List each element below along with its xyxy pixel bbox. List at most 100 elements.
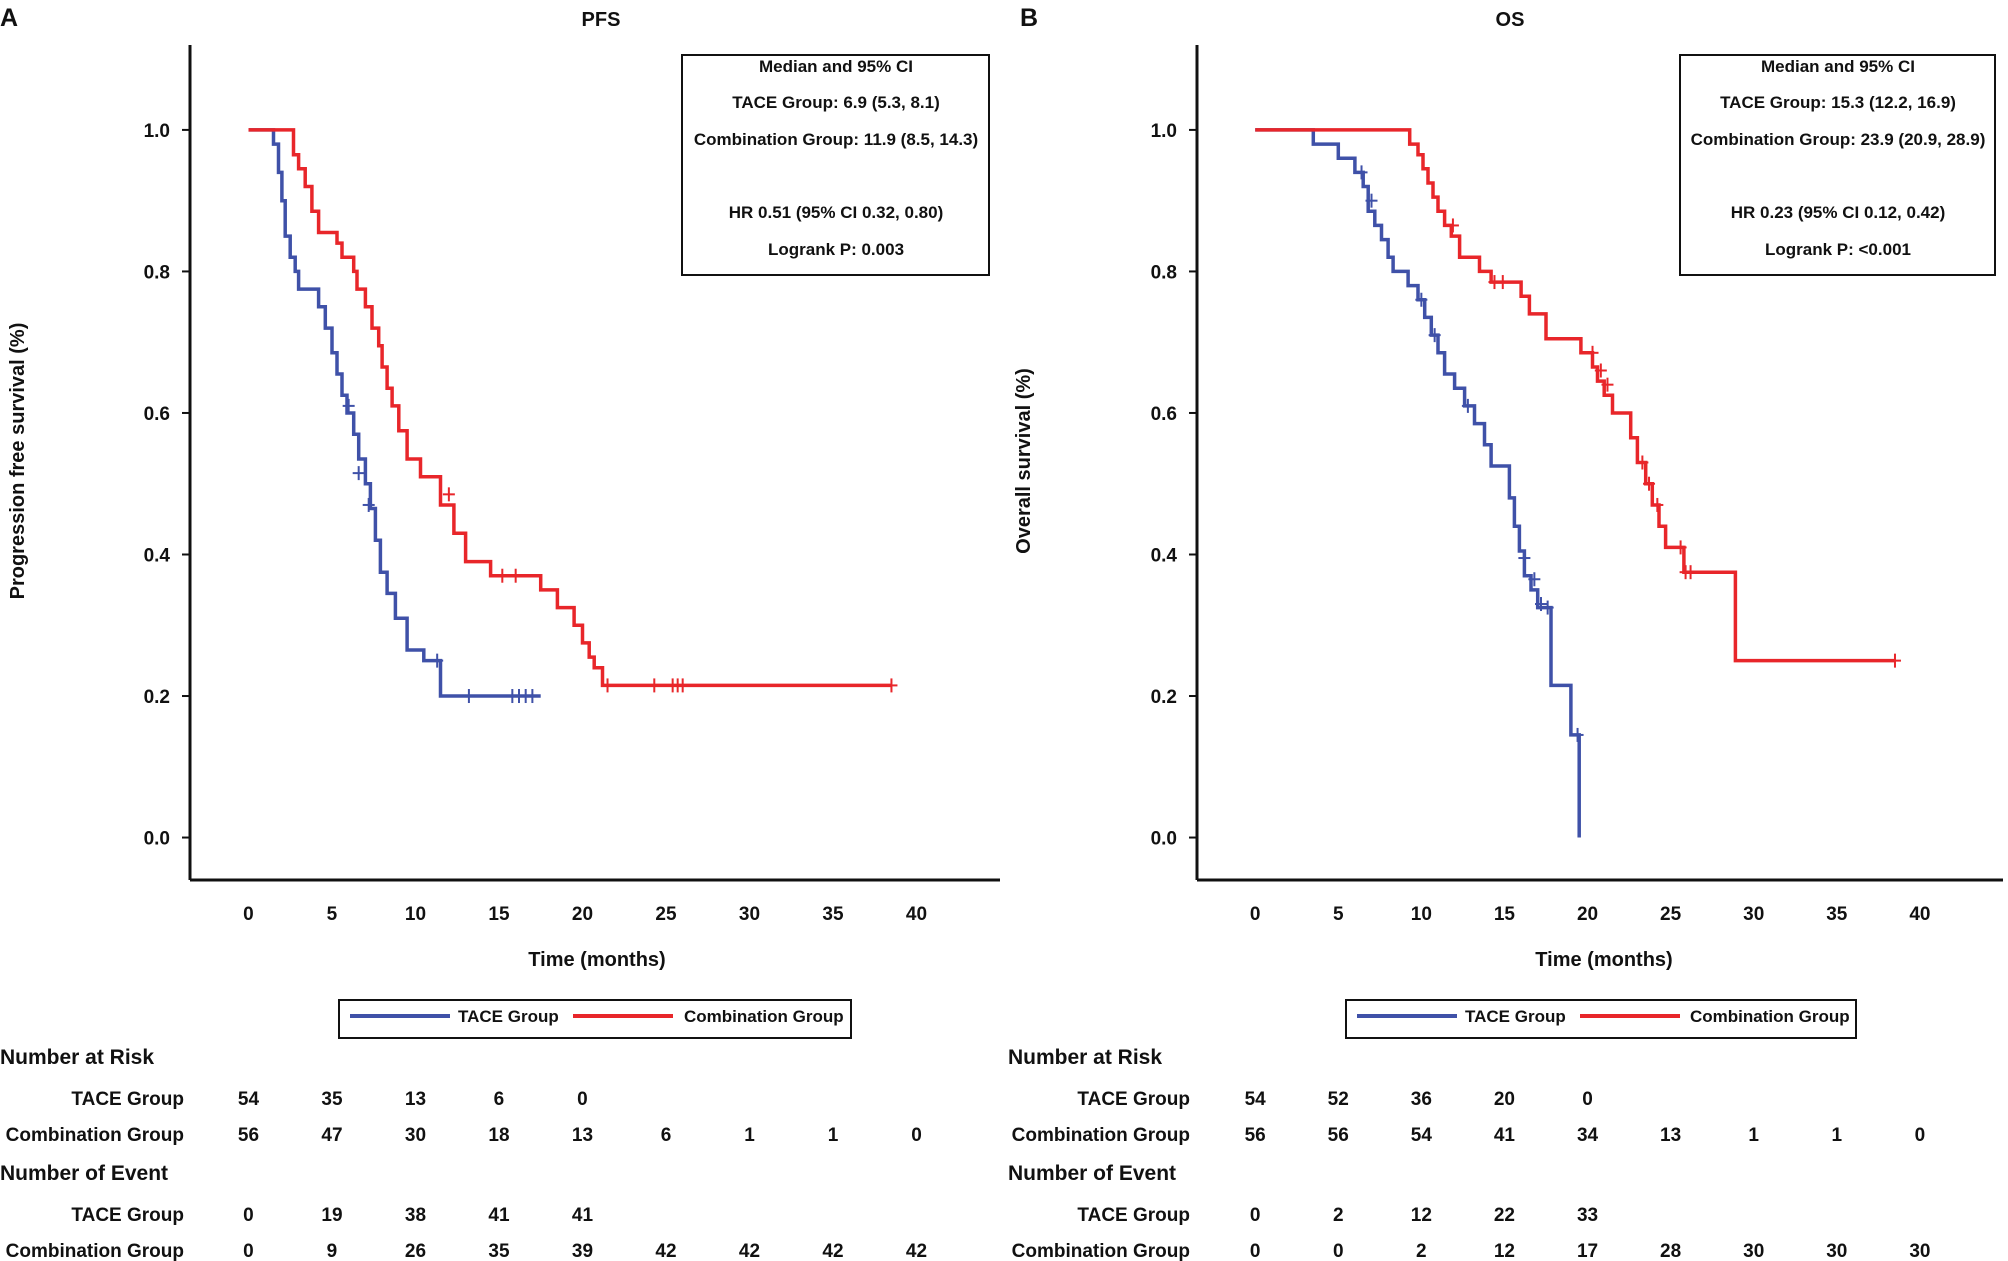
event-combination-value: 0 <box>1250 1241 1261 1261</box>
y-tick-label: 0.6 <box>1151 404 1177 425</box>
event-tace-value: 2 <box>1333 1205 1344 1226</box>
info-heading: Median and 95% CI <box>1761 57 1915 76</box>
panel-a-censor-marks <box>342 398 898 704</box>
y-tick-label: 0.6 <box>144 404 170 425</box>
at-risk-tace-value: 13 <box>405 1089 426 1110</box>
at-risk-combination-value: 18 <box>488 1125 509 1146</box>
at-risk-combination-value: 54 <box>1411 1125 1433 1146</box>
risk-row-label-tace: TACE Group <box>1077 1089 1190 1110</box>
at-risk-combination-value: 30 <box>405 1125 426 1146</box>
event-combination-value: 39 <box>572 1241 593 1261</box>
event-row-label-tace: TACE Group <box>71 1205 184 1226</box>
at-risk-combination-value: 34 <box>1577 1125 1599 1146</box>
event-row-label-combination: Combination Group <box>6 1241 184 1261</box>
event-combination-value: 0 <box>243 1241 254 1261</box>
panel-a-y-ticks: 0.0 0.2 0.4 0.6 0.8 1.0 <box>144 121 190 850</box>
panel-a: A PFS 0.00.20.40.60.81.0 0 5 10 15 20 25 30 35 4… <box>0 4 1000 1261</box>
at-risk-combination-value: 56 <box>238 1125 259 1146</box>
legend-frame <box>1345 999 1857 1039</box>
x-tick-label: 35 <box>1826 904 1848 925</box>
at-risk-tace-value: 54 <box>238 1089 260 1110</box>
x-tick-label: 40 <box>906 904 927 925</box>
y-tick-label: 1.0 <box>1151 121 1177 142</box>
risk-row-label-tace: TACE Group <box>71 1089 184 1110</box>
event-combination-value: 0 <box>1333 1241 1344 1261</box>
tace-survival-curve <box>1255 128 1581 838</box>
at-risk-tace-value: 20 <box>1494 1089 1515 1110</box>
at-risk-tace-value: 36 <box>1411 1089 1432 1110</box>
at-risk-combination-value: 41 <box>1494 1125 1516 1146</box>
panel-letter-a: A <box>0 4 18 32</box>
event-tace-value: 33 <box>1577 1205 1598 1226</box>
legend-tace-label: TACE Group <box>458 1007 559 1026</box>
at-risk-tace-value: 6 <box>494 1089 505 1110</box>
event-row-label-combination: Combination Group <box>1012 1241 1190 1261</box>
panel-b-x-ticks: 0 5 10 15 20 25 30 35 40 <box>1250 904 1931 925</box>
event-combination-value: 28 <box>1660 1241 1681 1261</box>
panel-b-y-ticks: 0.0 0.2 0.4 0.6 0.8 1.0 <box>1151 121 1197 850</box>
info-logrank-p: Logrank P: 0.003 <box>768 240 904 259</box>
at-risk-combination-value: 0 <box>911 1125 922 1146</box>
tace-survival-curve <box>248 128 541 698</box>
info-box-frame <box>1679 54 1996 276</box>
event-combination-value: 2 <box>1416 1241 1427 1261</box>
x-tick-label: 10 <box>405 904 426 925</box>
panel-b-info-box: Median and 95% CI TACE Group: 15.3 (12.2… <box>1679 54 1996 276</box>
panel-b-risk-table: Number at Risk TACE Group Combination Gr… <box>1008 1046 1930 1261</box>
event-row-label-tace: TACE Group <box>1077 1205 1190 1226</box>
info-tace-median: TACE Group: 15.3 (12.2, 16.9) <box>1720 93 1956 112</box>
panel-a-x-ticks: 0 5 10 15 20 25 30 35 40 <box>243 904 927 925</box>
panel-a-risk-table: Number at Risk TACE Group Combination Gr… <box>0 1046 927 1261</box>
x-tick-label: 20 <box>1577 904 1598 925</box>
at-risk-combination-value: 1 <box>744 1125 755 1146</box>
x-tick-label: 25 <box>655 904 677 925</box>
info-tace-median: TACE Group: 6.9 (5.3, 8.1) <box>732 93 940 112</box>
event-heading: Number of Event <box>0 1162 168 1185</box>
at-risk-tace-value: 0 <box>1582 1089 1593 1110</box>
panel-a-title: PFS <box>582 9 621 31</box>
event-tace-value: 0 <box>1250 1205 1261 1226</box>
at-risk-combination-value: 1 <box>828 1125 839 1146</box>
y-tick-label: 0.4 <box>1151 545 1178 566</box>
x-tick-label: 10 <box>1411 904 1432 925</box>
info-combination-median: Combination Group: 11.9 (8.5, 14.3) <box>694 130 978 149</box>
panel-b-y-label: Overall survival (%) <box>1013 368 1035 554</box>
at-risk-combination-value: 13 <box>572 1125 593 1146</box>
event-tace-value: 22 <box>1494 1205 1515 1226</box>
event-combination-value: 30 <box>1909 1241 1930 1261</box>
event-combination-value: 35 <box>488 1241 510 1261</box>
at-risk-combination-value: 1 <box>1748 1125 1759 1146</box>
event-combination-value: 42 <box>822 1241 843 1261</box>
panel-a-legend: TACE Group Combination Group <box>338 999 852 1039</box>
panel-a-risk-values: 54 35 13 6 0 56 47 30 18 13 6 1 1 0 0 19 38 41 41 0 9 26 35 39 4… <box>238 1089 927 1261</box>
x-tick-label: 15 <box>488 904 510 925</box>
panel-a-x-label: Time (months) <box>528 949 665 971</box>
event-combination-value: 30 <box>1743 1241 1764 1261</box>
event-combination-value: 26 <box>405 1241 426 1261</box>
at-risk-combination-value: 13 <box>1660 1125 1681 1146</box>
x-tick-label: 0 <box>1250 904 1261 925</box>
event-tace-value: 0 <box>243 1205 254 1226</box>
at-risk-combination-value: 56 <box>1328 1125 1349 1146</box>
panel-b-curves <box>1255 128 1895 838</box>
x-tick-label: 5 <box>1333 904 1344 925</box>
panel-a-info-box: Median and 95% CI TACE Group: 6.9 (5.3, … <box>681 54 990 276</box>
legend-combination-label: Combination Group <box>684 1007 844 1026</box>
at-risk-combination-value: 47 <box>321 1125 342 1146</box>
info-combination-median: Combination Group: 23.9 (20.9, 28.9) <box>1691 130 1986 149</box>
panel-b-x-label: Time (months) <box>1535 949 1672 971</box>
x-tick-label: 35 <box>822 904 844 925</box>
y-tick-label: 0.0 <box>1151 829 1177 850</box>
y-tick-label: 0.0 <box>144 829 170 850</box>
event-heading: Number of Event <box>1008 1162 1176 1185</box>
x-tick-label: 25 <box>1660 904 1682 925</box>
legend-tace-label: TACE Group <box>1465 1007 1566 1026</box>
panel-a-curves <box>248 128 892 698</box>
panel-b-legend: TACE Group Combination Group <box>1345 999 1857 1039</box>
info-logrank-p: Logrank P: <0.001 <box>1765 240 1911 259</box>
at-risk-combination-value: 6 <box>661 1125 672 1146</box>
y-tick-label: 1.0 <box>144 121 170 142</box>
x-tick-label: 30 <box>1743 904 1764 925</box>
y-tick-label: 0.4 <box>144 545 171 566</box>
